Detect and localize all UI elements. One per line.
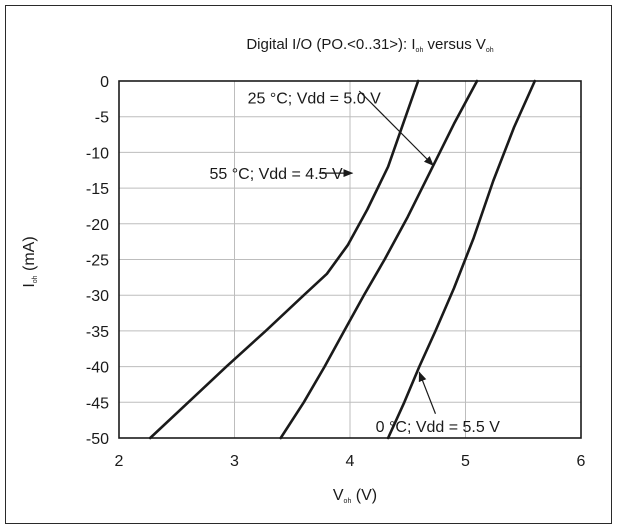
y-tick-label: -10	[86, 145, 109, 162]
tick-labels: 2 3 4 5 6 0 -5 -10 -15 -20 -25 -30 -35 -40 -45 -50	[86, 74, 586, 470]
plot-area	[118, 80, 582, 439]
y-tick-label: -25	[86, 253, 109, 270]
y-tick-label: 0	[100, 74, 109, 91]
y-tick-label: -30	[86, 288, 109, 305]
y-tick-label: -50	[86, 431, 109, 448]
series-line-1	[148, 79, 420, 440]
x-tick-label: 4	[346, 453, 355, 470]
annotation-arrow-3	[418, 371, 437, 414]
annotations: 25 °C; Vdd = 5.0 V 55 °C; Vdd = 4.5 V 0 °C…	[210, 90, 501, 435]
series-line-2	[279, 79, 479, 440]
series-line-3	[386, 79, 537, 440]
x-tick-label: 6	[577, 453, 586, 470]
x-tick-label: 3	[230, 453, 239, 470]
y-tick-label: -45	[86, 395, 109, 412]
annotation-arrow-1	[358, 90, 434, 166]
x-tick-label: 2	[115, 453, 124, 470]
annotation-label-1: 25 °C; Vdd = 5.0 V	[248, 90, 381, 107]
x-axis-label: Voh (V)	[333, 487, 377, 505]
chart-title: Digital I/O (PO.<0..31>): Ioh versus Voh	[246, 36, 493, 54]
series-group	[148, 79, 537, 440]
x-tick-label: 5	[461, 453, 470, 470]
y-tick-label: -40	[86, 360, 109, 377]
y-axis-label: Ioh (mA)	[21, 236, 39, 287]
y-tick-label: -15	[86, 181, 109, 198]
annotation-label-2: 55 °C; Vdd = 4.5 V	[210, 166, 343, 183]
annotation-label-3: 0 °C; Vdd = 5.5 V	[376, 419, 501, 436]
y-tick-label: -20	[86, 217, 109, 234]
y-tick-label: -35	[86, 324, 109, 341]
y-tick-label: -5	[95, 110, 109, 127]
